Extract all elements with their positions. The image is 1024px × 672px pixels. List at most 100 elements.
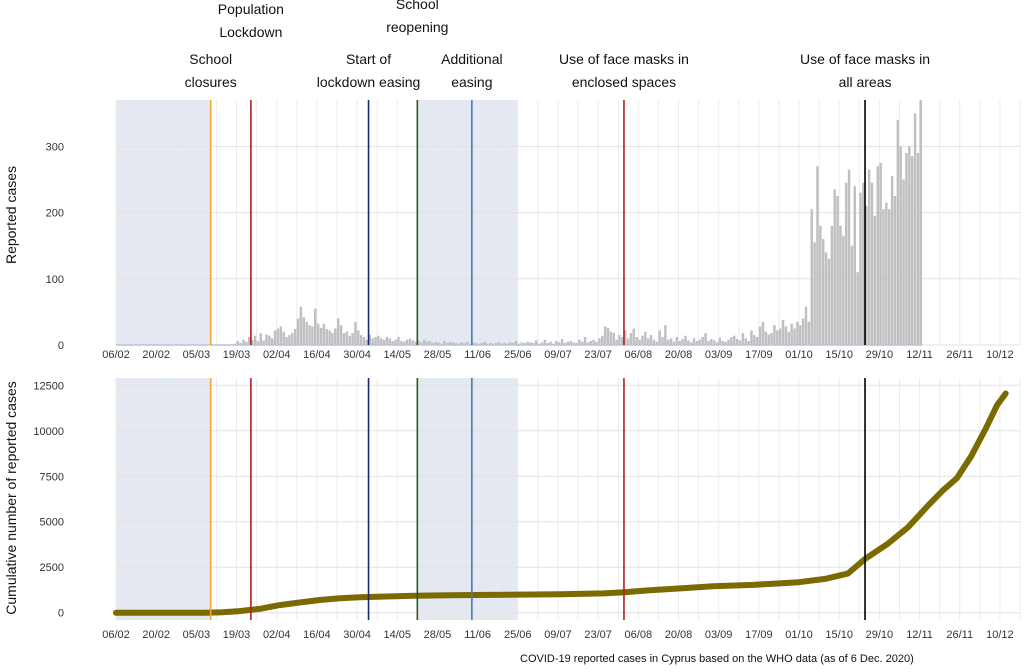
daily-cases-bar (859, 192, 862, 345)
bottom-x-tick-label: 28/05 (424, 629, 452, 641)
daily-cases-bar (827, 258, 831, 345)
daily-cases-bar (382, 339, 386, 345)
top-y-tick-label: 200 (46, 208, 64, 220)
top-x-tick-label: 15/10 (825, 349, 853, 361)
daily-cases-bar (813, 242, 816, 345)
daily-cases-bar (910, 156, 914, 345)
daily-cases-bar (856, 272, 859, 345)
daily-cases-bar (629, 333, 633, 345)
daily-cases-bar (397, 337, 400, 345)
daily-cases-bar (733, 335, 736, 345)
daily-cases-bar (394, 339, 397, 345)
daily-cases-bar (368, 334, 372, 345)
daily-cases-bar (913, 113, 917, 345)
daily-cases-bar (621, 337, 624, 345)
daily-cases-bar (615, 339, 618, 345)
top-x-tick-label: 14/05 (383, 349, 411, 361)
bottom-x-tick-label: 29/10 (866, 629, 894, 641)
daily-cases-bar (767, 334, 770, 345)
daily-cases-bar (345, 331, 349, 345)
daily-cases-bar (236, 341, 240, 345)
daily-cases-bar (753, 335, 756, 345)
bottom-y-tick-label: 12500 (33, 380, 64, 392)
daily-cases-bar (721, 341, 725, 345)
daily-cases-bar (695, 341, 699, 345)
daily-cases-bar (824, 252, 828, 345)
daily-cases-bar (644, 331, 647, 345)
daily-cases-bar (899, 146, 902, 345)
daily-cases-bar (336, 318, 340, 345)
daily-cases-bar (420, 342, 423, 345)
bottom-x-tick-label: 06/08 (625, 629, 653, 641)
daily-cases-bar (509, 342, 512, 345)
daily-cases-bar (887, 209, 891, 345)
daily-cases-bar (314, 308, 317, 345)
bottom-x-tick-label: 19/03 (223, 629, 251, 641)
daily-cases-bar (801, 318, 805, 345)
daily-cases-bar (649, 335, 653, 345)
bottom-x-tick-label: 02/04 (263, 629, 291, 641)
daily-cases-bar (675, 337, 679, 345)
daily-cases-bar (819, 225, 822, 345)
daily-cases-bar (494, 343, 498, 345)
daily-cases-bar (727, 339, 730, 345)
daily-cases-bar (239, 343, 242, 345)
daily-cases-bar (692, 338, 696, 345)
daily-cases-bar (758, 326, 762, 345)
daily-cases-bar (514, 341, 518, 345)
daily-cases-bar (804, 306, 808, 345)
daily-cases-bar (632, 328, 636, 345)
bottom-x-tick-label: 26/11 (946, 629, 973, 641)
top-x-tick-label: 26/11 (946, 349, 973, 361)
daily-cases-bar (712, 340, 716, 345)
daily-cases-bar (870, 182, 874, 345)
daily-cases-bar (520, 342, 524, 345)
daily-cases-bar (672, 341, 676, 345)
top-x-tick-label: 20/08 (665, 349, 693, 361)
daily-cases-bar (245, 341, 248, 345)
daily-cases-bar (715, 342, 719, 345)
top-shaded-period-1 (417, 100, 518, 345)
daily-cases-bar (512, 343, 515, 345)
top-x-tick-label: 17/09 (745, 349, 773, 361)
daily-cases-bar (781, 319, 785, 345)
daily-cases-bar (365, 339, 369, 345)
daily-cases-bar (293, 329, 297, 345)
daily-cases-bar (750, 330, 753, 345)
daily-cases-bar (466, 341, 469, 345)
daily-cases-bar (882, 209, 885, 345)
daily-cases-bar (474, 343, 478, 345)
daily-cases-bar (555, 341, 558, 345)
daily-cases-bar (414, 341, 417, 345)
bottom-x-tick-label: 06/02 (102, 629, 130, 641)
intervention-label-4-line-0: Additional (441, 51, 503, 67)
daily-cases-bar (285, 337, 288, 345)
daily-cases-bar (532, 343, 535, 345)
daily-cases-bar (359, 335, 363, 345)
daily-cases-bar (299, 306, 303, 345)
daily-cases-bar (603, 326, 607, 345)
daily-cases-bar (784, 326, 788, 345)
daily-cases-bar (893, 196, 897, 345)
daily-cases-bar (704, 333, 707, 345)
daily-cases-bar (256, 341, 260, 345)
daily-cases-bar (741, 333, 745, 345)
daily-cases-bar (351, 333, 354, 345)
daily-cases-bar (423, 339, 426, 345)
daily-cases-bar (847, 169, 851, 345)
daily-cases-bar (362, 337, 366, 345)
daily-cases-bar (638, 339, 641, 345)
daily-cases-bar (885, 202, 888, 345)
daily-cases-bar (291, 333, 294, 345)
daily-cases-bar (626, 338, 630, 345)
daily-cases-bar (248, 337, 251, 345)
daily-cases-bar (687, 340, 690, 345)
daily-cases-bar (707, 341, 710, 345)
daily-cases-bar (374, 337, 377, 345)
daily-cases-bar (451, 342, 455, 345)
daily-cases-bar (377, 335, 380, 345)
intervention-label-6-line-1: all areas (839, 74, 892, 90)
intervention-label-2-line-1: lockdown easing (317, 74, 421, 90)
top-x-tick-label: 20/02 (142, 349, 170, 361)
daily-cases-bar (460, 342, 463, 345)
